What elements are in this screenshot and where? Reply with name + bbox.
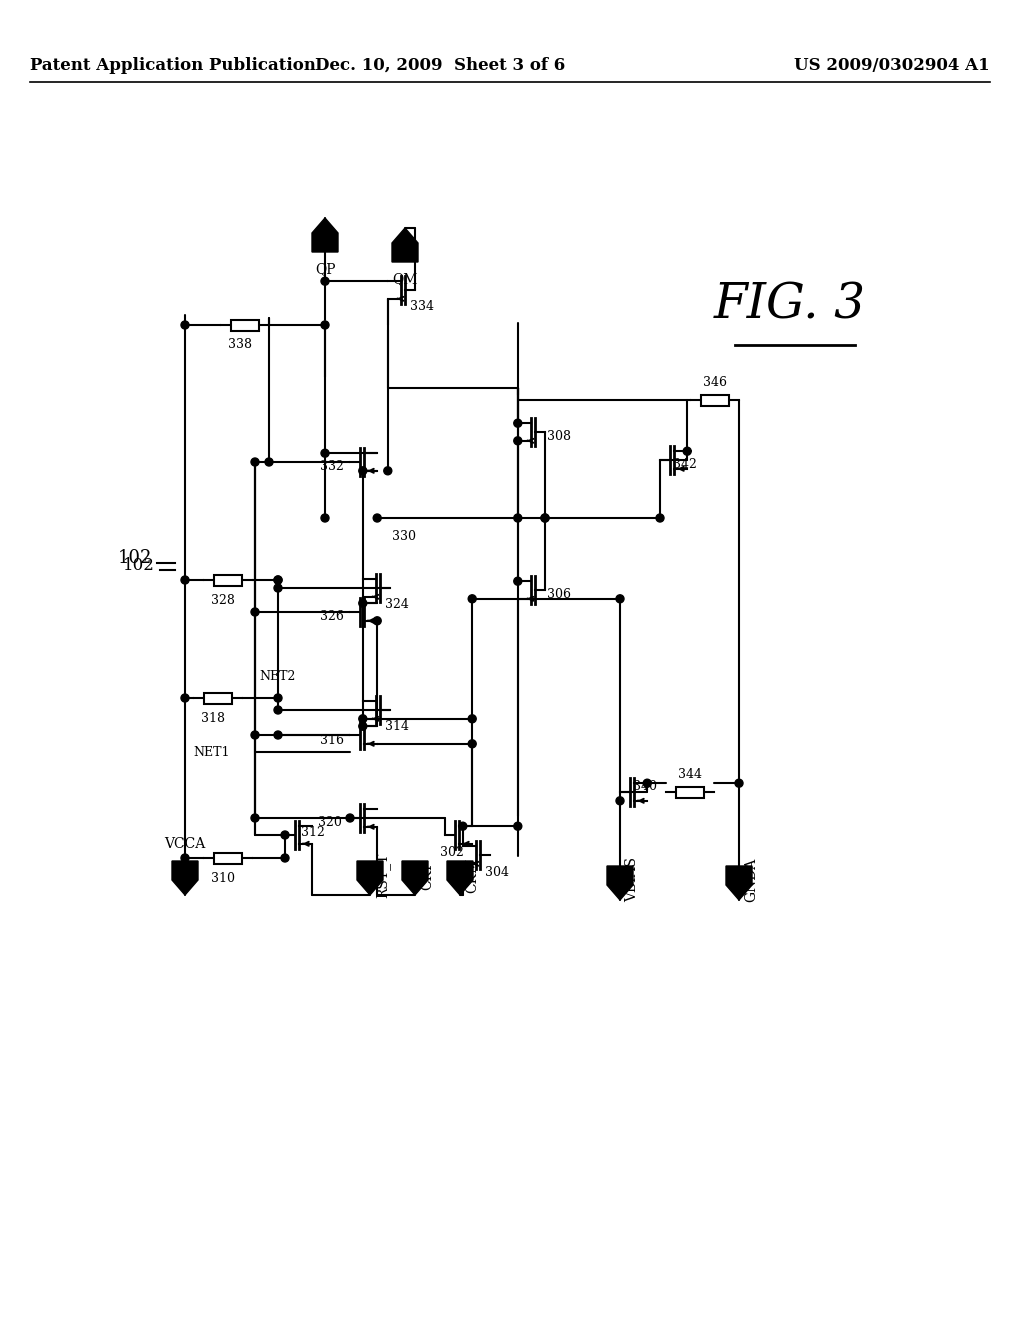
Circle shape <box>514 513 522 521</box>
Circle shape <box>735 779 743 787</box>
Circle shape <box>346 814 354 822</box>
Circle shape <box>683 447 691 455</box>
Text: 338: 338 <box>228 338 252 351</box>
Circle shape <box>468 739 476 748</box>
Circle shape <box>541 513 549 521</box>
Polygon shape <box>392 228 418 261</box>
Polygon shape <box>357 861 383 895</box>
Circle shape <box>281 832 289 840</box>
Polygon shape <box>447 861 473 895</box>
Circle shape <box>616 797 624 805</box>
Bar <box>701 395 729 405</box>
Circle shape <box>514 437 522 445</box>
Text: GNDA: GNDA <box>744 858 758 902</box>
Polygon shape <box>312 218 338 252</box>
Text: 340: 340 <box>633 780 656 793</box>
Text: 312: 312 <box>301 826 325 840</box>
Text: QM: QM <box>392 272 418 286</box>
Bar <box>231 319 259 330</box>
Text: 102: 102 <box>123 557 155 573</box>
Text: Dec. 10, 2009  Sheet 3 of 6: Dec. 10, 2009 Sheet 3 of 6 <box>314 57 565 74</box>
Bar <box>214 574 242 586</box>
Text: FIG. 3: FIG. 3 <box>714 281 866 329</box>
Polygon shape <box>726 866 752 900</box>
Polygon shape <box>172 861 198 895</box>
Circle shape <box>358 722 367 730</box>
Text: 316: 316 <box>319 734 344 747</box>
Text: NET1: NET1 <box>194 746 230 759</box>
Text: 318: 318 <box>201 711 225 725</box>
Text: 310: 310 <box>211 871 234 884</box>
Circle shape <box>181 321 189 329</box>
Circle shape <box>274 731 282 739</box>
Text: 314: 314 <box>385 721 409 734</box>
Circle shape <box>358 715 367 723</box>
Bar <box>676 787 705 797</box>
Circle shape <box>181 576 189 583</box>
Circle shape <box>616 595 624 603</box>
Text: 302: 302 <box>440 846 464 858</box>
Text: VCCA: VCCA <box>165 837 206 851</box>
Text: 308: 308 <box>547 430 571 444</box>
Circle shape <box>514 420 522 428</box>
Bar <box>214 853 242 863</box>
Text: CKP: CKP <box>420 859 434 890</box>
Text: 328: 328 <box>211 594 234 606</box>
Circle shape <box>274 583 282 591</box>
Circle shape <box>373 513 381 521</box>
Circle shape <box>251 731 259 739</box>
Circle shape <box>373 616 381 624</box>
Text: 102: 102 <box>118 549 152 568</box>
Circle shape <box>251 609 259 616</box>
Circle shape <box>251 814 259 822</box>
Text: RST_T: RST_T <box>375 853 390 898</box>
Text: 344: 344 <box>678 767 702 780</box>
Circle shape <box>468 595 476 603</box>
Circle shape <box>656 513 664 521</box>
Circle shape <box>541 513 549 521</box>
Bar <box>204 693 232 704</box>
Text: 334: 334 <box>410 301 434 314</box>
Circle shape <box>274 694 282 702</box>
Circle shape <box>459 822 467 830</box>
Circle shape <box>265 458 273 466</box>
Polygon shape <box>402 861 428 895</box>
Circle shape <box>274 706 282 714</box>
Text: 342: 342 <box>673 458 696 471</box>
Text: 320: 320 <box>318 817 342 829</box>
Text: QP: QP <box>314 261 335 276</box>
Circle shape <box>321 449 329 457</box>
Circle shape <box>358 467 367 475</box>
Circle shape <box>181 694 189 702</box>
Circle shape <box>321 277 329 285</box>
Circle shape <box>274 576 282 583</box>
Text: 324: 324 <box>385 598 409 611</box>
Circle shape <box>514 822 522 830</box>
Text: US 2009/0302904 A1: US 2009/0302904 A1 <box>795 57 990 74</box>
Circle shape <box>643 779 651 787</box>
Circle shape <box>274 576 282 583</box>
Text: NET2: NET2 <box>260 671 296 682</box>
Circle shape <box>321 513 329 521</box>
Circle shape <box>281 854 289 862</box>
Polygon shape <box>607 866 633 900</box>
Text: 326: 326 <box>321 610 344 623</box>
Circle shape <box>358 599 367 607</box>
Text: VBIAS: VBIAS <box>625 858 639 903</box>
Text: 346: 346 <box>703 375 727 388</box>
Circle shape <box>468 715 476 723</box>
Circle shape <box>514 577 522 585</box>
Text: 332: 332 <box>321 461 344 474</box>
Text: Patent Application Publication: Patent Application Publication <box>30 57 315 74</box>
Circle shape <box>321 321 329 329</box>
Text: 306: 306 <box>547 589 571 602</box>
Text: CKM: CKM <box>465 858 479 892</box>
Circle shape <box>181 854 189 862</box>
Text: 330: 330 <box>392 531 416 543</box>
Circle shape <box>251 458 259 466</box>
Text: 304: 304 <box>485 866 509 879</box>
Circle shape <box>384 467 392 475</box>
